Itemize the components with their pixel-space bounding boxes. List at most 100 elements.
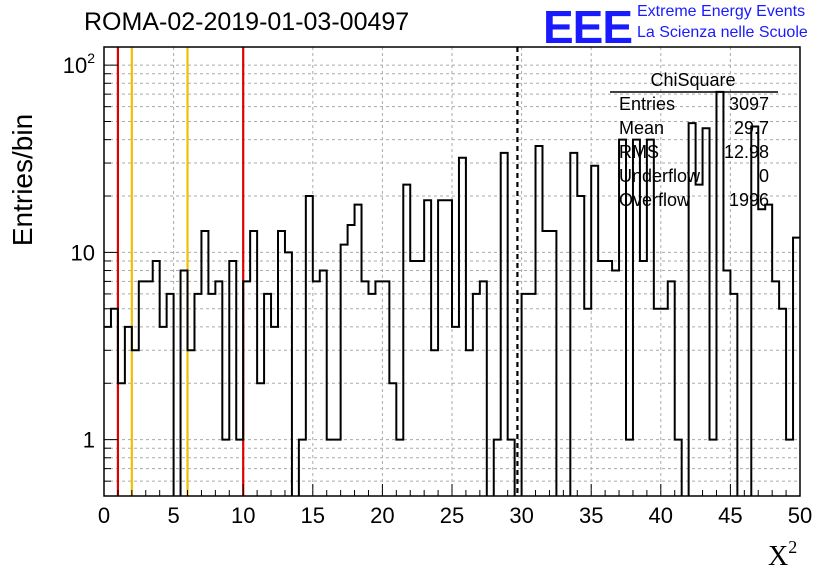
histogram-bin xyxy=(118,383,125,496)
histogram-bin xyxy=(626,440,633,496)
histogram-bin xyxy=(341,245,348,496)
histogram-bin xyxy=(222,440,229,496)
histogram-bin xyxy=(111,309,118,496)
histogram-bin xyxy=(410,261,417,496)
page-title: ROMA-02-2019-01-03-00497 xyxy=(84,8,410,36)
x-tick-label: 10 xyxy=(231,503,255,528)
histogram-bin xyxy=(779,309,786,496)
stats-label: Overflow xyxy=(619,190,691,210)
histogram-bin xyxy=(313,281,320,496)
histogram-bin xyxy=(271,327,278,496)
stats-value: 1996 xyxy=(729,190,769,210)
histogram-bin xyxy=(355,205,362,496)
x-axis-label: X2 xyxy=(768,537,797,572)
histogram-bin xyxy=(264,294,271,496)
histogram-bin xyxy=(542,231,549,496)
histogram-bin xyxy=(250,231,257,496)
histogram-bin xyxy=(153,261,160,496)
histogram-series xyxy=(104,90,800,496)
stats-box: ChiSquare Entries 3097 Mean 29.7 RMS 12.98 Unde… xyxy=(610,70,778,210)
histogram-bin xyxy=(703,128,710,496)
histogram-bin xyxy=(167,294,174,496)
histogram-bin xyxy=(146,281,153,496)
x-tick-label: 40 xyxy=(649,503,673,528)
histogram-bin xyxy=(654,309,661,496)
stats-title: ChiSquare xyxy=(650,70,735,90)
histogram-bin xyxy=(473,294,480,496)
histogram-bin xyxy=(522,294,529,496)
histogram-bin xyxy=(208,294,215,496)
x-tick-label: 45 xyxy=(718,503,742,528)
y-axis-label: Entries/bin xyxy=(7,114,38,246)
histogram-bin xyxy=(730,294,737,496)
histogram-bin xyxy=(466,350,473,496)
histogram-bin xyxy=(327,440,334,496)
histogram-bin xyxy=(334,440,341,496)
histogram-bin xyxy=(529,294,536,496)
histogram-bin xyxy=(104,327,111,496)
histogram-bin xyxy=(389,383,396,496)
histogram-bin xyxy=(640,261,647,496)
axis-ticks: 0 5 10 15 20 25 30 35 40 45 50 1 10 102 xyxy=(63,50,813,528)
histogram-bin xyxy=(786,440,793,496)
histogram-bin xyxy=(201,231,208,496)
histogram-bin xyxy=(125,327,132,496)
histogram-bin xyxy=(584,309,591,496)
x-tick-label: 15 xyxy=(301,503,325,528)
histogram-bin xyxy=(508,440,515,496)
x-tick-label: 50 xyxy=(788,503,812,528)
stats-label: Mean xyxy=(619,118,664,138)
histogram-bin xyxy=(368,294,375,496)
y-tick-label: 1 xyxy=(83,428,95,453)
y-tick-label: 10 xyxy=(71,240,95,265)
histogram-bin xyxy=(382,281,389,496)
histogram-bin xyxy=(494,440,501,496)
histogram-bin xyxy=(716,92,723,496)
x-tick-label: 35 xyxy=(579,503,603,528)
stats-value: 3097 xyxy=(729,94,769,114)
histogram-bin xyxy=(758,209,765,496)
histogram-bin xyxy=(598,261,605,496)
histogram-bin xyxy=(438,200,445,496)
histogram-bin xyxy=(229,261,236,496)
histogram-bin xyxy=(306,196,313,496)
histogram-line xyxy=(104,90,800,496)
histogram-bin xyxy=(765,205,772,496)
histogram-bin xyxy=(362,281,369,496)
histogram-bin xyxy=(480,281,487,496)
histogram-bin xyxy=(417,261,424,496)
histogram-bin xyxy=(285,252,292,496)
histogram-bin xyxy=(591,166,598,496)
histogram-bin xyxy=(577,196,584,496)
histogram-bin xyxy=(139,281,146,496)
histogram-bin xyxy=(570,153,577,496)
histogram-bin xyxy=(605,261,612,496)
histogram-bin xyxy=(278,231,285,496)
histogram-bin xyxy=(181,271,188,496)
histogram-bin xyxy=(793,238,800,496)
histogram-bin xyxy=(675,440,682,496)
x-tick-label: 30 xyxy=(509,503,533,528)
histogram-bin xyxy=(348,225,355,496)
stats-value: 0 xyxy=(759,166,769,186)
histogram-bin xyxy=(501,153,508,496)
histogram-bin xyxy=(459,158,466,496)
x-tick-label: 20 xyxy=(370,503,394,528)
eee-logo: EEE xyxy=(543,1,633,53)
histogram-bin xyxy=(132,350,139,496)
histogram-bin xyxy=(160,327,167,496)
x-tick-label: 0 xyxy=(98,503,110,528)
histogram-bin xyxy=(431,350,438,496)
histogram-bin xyxy=(612,271,619,496)
histogram-bin xyxy=(751,127,758,496)
histogram-bin xyxy=(696,185,703,496)
histogram-bin xyxy=(243,281,250,496)
histogram-bin xyxy=(396,440,403,496)
histogram-bin xyxy=(661,309,668,496)
brand-line-2: La Scienza nelle Scuole xyxy=(637,24,808,41)
stats-label: Entries xyxy=(619,94,675,114)
histogram-bin xyxy=(320,271,327,496)
histogram-bin xyxy=(710,440,717,496)
stats-value: 29.7 xyxy=(734,118,769,138)
